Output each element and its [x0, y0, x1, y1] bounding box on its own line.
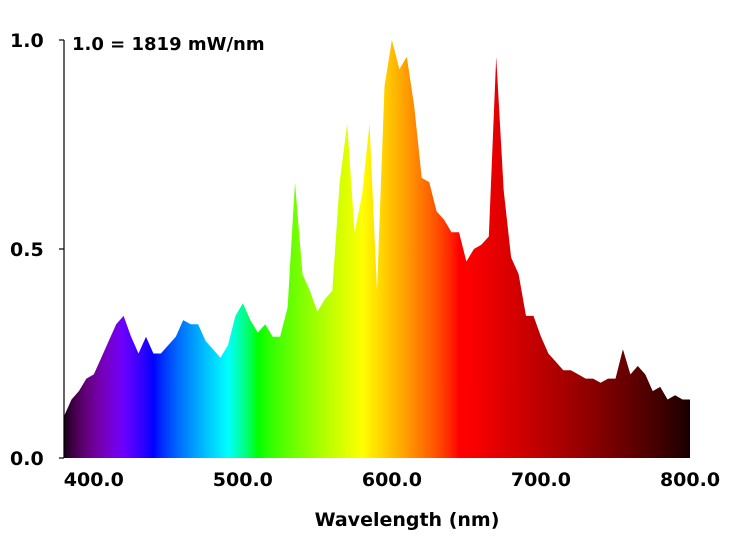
spectrum-area: [64, 40, 690, 458]
x-tick-label: 600.0: [362, 469, 422, 491]
x-axis-title: Wavelength (nm): [315, 509, 500, 531]
y-tick-label: 0.0: [10, 448, 44, 470]
x-tick-label: 500.0: [213, 469, 273, 491]
y-axis-ticks: 0.0 0.5 1.0: [10, 30, 64, 470]
scale-note: 1.0 = 1819 mW/nm: [72, 34, 265, 55]
x-tick-label: 400.0: [64, 469, 124, 491]
y-tick-label: 0.5: [10, 239, 44, 261]
x-axis-ticks: 400.0 500.0 600.0 700.0 800.0: [64, 469, 720, 491]
x-tick-label: 800.0: [660, 469, 720, 491]
y-tick-label: 1.0: [10, 30, 44, 52]
x-tick-label: 700.0: [511, 469, 571, 491]
